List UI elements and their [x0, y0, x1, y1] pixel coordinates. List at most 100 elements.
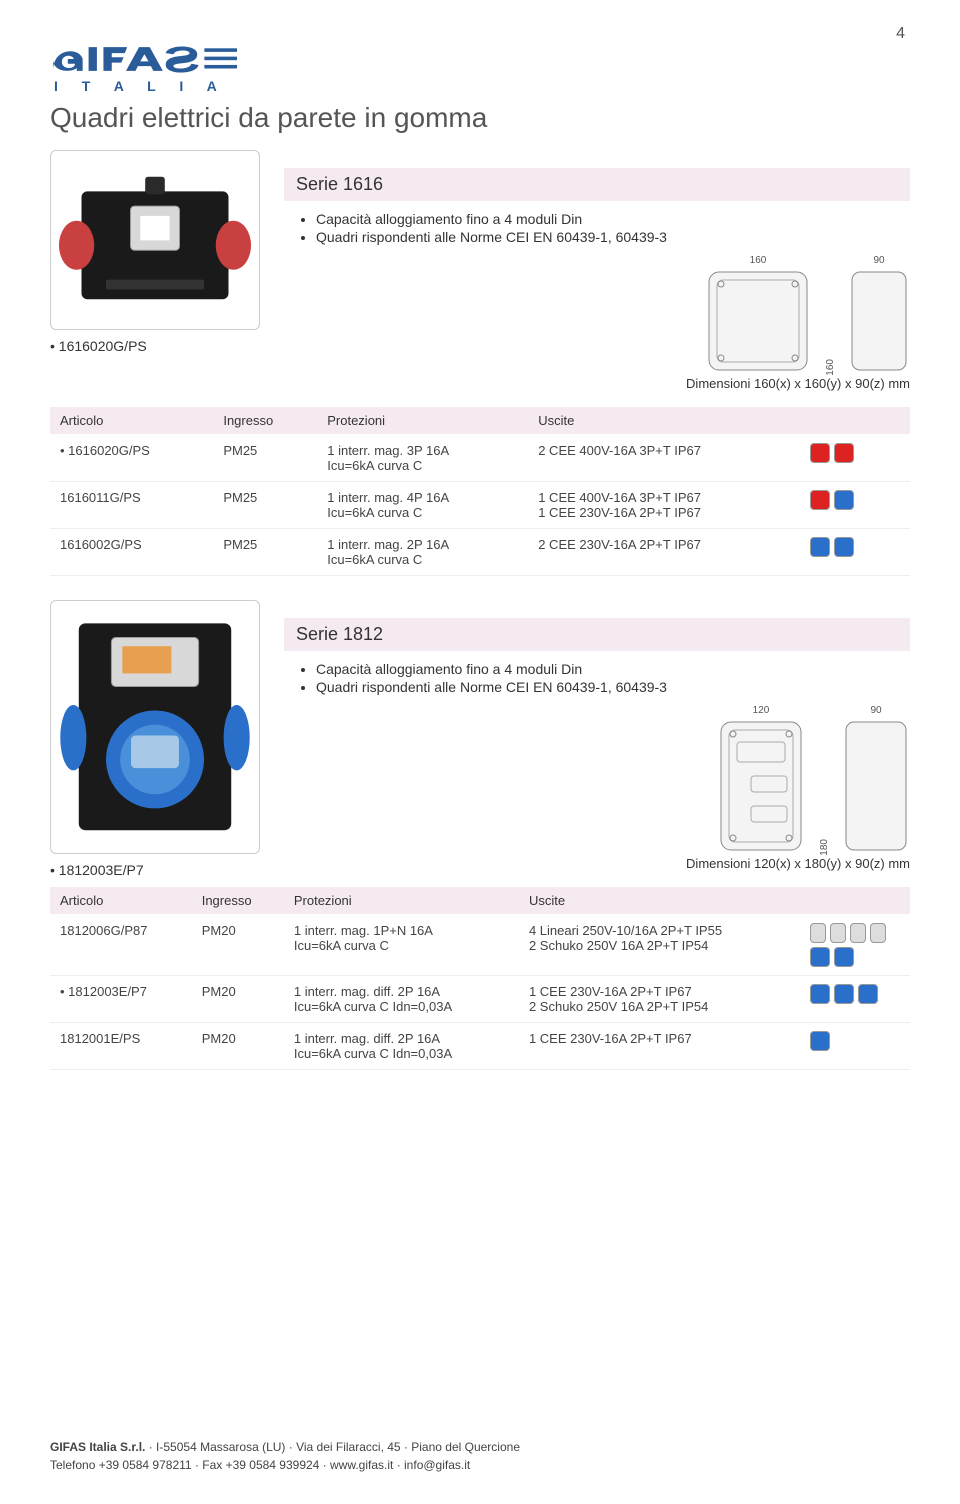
cell-ingresso: PM20: [192, 976, 284, 1023]
dim-label-h: 160: [825, 359, 836, 376]
section2-ref: • 1812003E/P7: [50, 862, 260, 878]
section2-diagrams: 120 180 90: [284, 705, 910, 856]
series-1616-header: Serie 1616: [284, 168, 910, 201]
product-image-1812: [50, 600, 260, 854]
cell-icons: [800, 529, 910, 576]
cell-protezioni: 1 interr. mag. 4P 16AIcu=6kA curva C: [317, 482, 528, 529]
cell-uscite: 4 Lineari 250V-10/16A 2P+T IP552 Schuko …: [519, 915, 800, 976]
th: Protezioni: [284, 887, 519, 915]
side-diagram-icon: [842, 716, 910, 856]
bullet: Capacità alloggiamento fino a 4 moduli D…: [316, 661, 910, 677]
product-image-1616: [50, 150, 260, 330]
cell-articolo: 1616002G/PS: [50, 529, 213, 576]
socket-icon: [834, 490, 854, 510]
cell-icons: [800, 482, 910, 529]
bullet: Capacità alloggiamento fino a 4 moduli D…: [316, 211, 910, 227]
cell-icons: [800, 435, 910, 482]
section1-ref: • 1616020G/PS: [50, 338, 260, 354]
section2-dims-caption: Dimensioni 120(x) x 180(y) x 90(z) mm: [284, 856, 910, 871]
cell-ingresso: PM20: [192, 1023, 284, 1070]
cell-articolo: 1812001E/PS: [50, 1023, 192, 1070]
section1-bullets: Capacità alloggiamento fino a 4 moduli D…: [316, 211, 910, 245]
logo-svg: [50, 40, 240, 78]
table-row: • 1616020G/PSPM251 interr. mag. 3P 16AIc…: [50, 435, 910, 482]
page-title: Quadri elettrici da parete in gomma: [50, 102, 910, 134]
dim-label: 90: [842, 705, 910, 716]
product-svg-1616: [57, 162, 253, 319]
th: Articolo: [50, 887, 192, 915]
section1-diagrams: 160 160 90: [284, 255, 910, 376]
th: Uscite: [528, 407, 910, 435]
socket-icon: [834, 537, 854, 557]
series-1812-header: Serie 1812: [284, 618, 910, 651]
socket-icon: [810, 984, 830, 1004]
cell-articolo: • 1812003E/P7: [50, 976, 192, 1023]
cell-ingresso: PM20: [192, 915, 284, 976]
section1-dims-caption: Dimensioni 160(x) x 160(y) x 90(z) mm: [284, 376, 910, 391]
cell-protezioni: 1 interr. mag. 1P+N 16AIcu=6kA curva C: [284, 915, 519, 976]
section2-top: • 1812003E/P7 Serie 1812 Capacità allogg…: [50, 600, 910, 879]
section1-top: • 1616020G/PS Serie 1616 Capacità allogg…: [50, 150, 910, 399]
cell-ingresso: PM25: [213, 482, 317, 529]
socket-icon: [810, 443, 830, 463]
footer-contact: Telefono +39 0584 978211 · Fax +39 0584 …: [50, 1458, 470, 1472]
socket-icon: [810, 947, 830, 967]
socket-icon: [830, 923, 846, 943]
cell-articolo: 1812006G/P87: [50, 915, 192, 976]
dim-label: 120: [715, 705, 807, 716]
cell-ingresso: PM25: [213, 435, 317, 482]
cell-uscite: 1 CEE 230V-16A 2P+T IP672 Schuko 250V 16…: [519, 976, 800, 1023]
page: 4 I T A L I A Quadri elettrici da parete…: [0, 0, 960, 1504]
table-1616: Articolo Ingresso Protezioni Uscite • 16…: [50, 407, 910, 576]
cell-protezioni: 1 interr. mag. 3P 16AIcu=6kA curva C: [317, 435, 528, 482]
th: Articolo: [50, 407, 213, 435]
table-row: 1616011G/PSPM251 interr. mag. 4P 16AIcu=…: [50, 482, 910, 529]
th: Uscite: [519, 887, 910, 915]
footer: GIFAS Italia S.r.l. · I-55054 Massarosa …: [50, 1438, 910, 1474]
socket-icon: [810, 490, 830, 510]
table-row: • 1812003E/P7PM201 interr. mag. diff. 2P…: [50, 976, 910, 1023]
cell-icons: [800, 915, 910, 976]
product-svg-1812: [57, 607, 253, 847]
th: Protezioni: [317, 407, 528, 435]
th: Ingresso: [192, 887, 284, 915]
cell-icons: [800, 1023, 910, 1070]
cell-uscite: 2 CEE 230V-16A 2P+T IP67: [528, 529, 800, 576]
socket-icon: [834, 984, 854, 1004]
socket-icon: [850, 923, 866, 943]
dim-label: 90: [848, 255, 910, 266]
socket-icon: [810, 923, 826, 943]
logo: I T A L I A: [50, 40, 910, 94]
footer-address: · I-55054 Massarosa (LU) · Via dei Filar…: [145, 1440, 520, 1454]
cell-articolo: • 1616020G/PS: [50, 435, 213, 482]
cell-uscite: 2 CEE 400V-16A 3P+T IP67: [528, 435, 800, 482]
front-diagram-icon: [703, 266, 813, 376]
table-1812: Articolo Ingresso Protezioni Uscite 1812…: [50, 887, 910, 1070]
front-diagram-icon: [715, 716, 807, 856]
socket-icon: [834, 443, 854, 463]
cell-protezioni: 1 interr. mag. 2P 16AIcu=6kA curva C: [317, 529, 528, 576]
section2-bullets: Capacità alloggiamento fino a 4 moduli D…: [316, 661, 910, 695]
footer-company: GIFAS Italia S.r.l.: [50, 1440, 145, 1454]
bullet: Quadri rispondenti alle Norme CEI EN 604…: [316, 229, 910, 245]
table-row: 1812006G/P87PM201 interr. mag. 1P+N 16AI…: [50, 915, 910, 976]
logo-main: [50, 40, 910, 78]
dim-label: 160: [703, 255, 813, 266]
th: Ingresso: [213, 407, 317, 435]
table-row: 1812001E/PSPM201 interr. mag. diff. 2P 1…: [50, 1023, 910, 1070]
table-row: 1616002G/PSPM251 interr. mag. 2P 16AIcu=…: [50, 529, 910, 576]
socket-icon: [810, 1031, 830, 1051]
cell-articolo: 1616011G/PS: [50, 482, 213, 529]
socket-icon: [870, 923, 886, 943]
socket-icon: [810, 537, 830, 557]
cell-protezioni: 1 interr. mag. diff. 2P 16AIcu=6kA curva…: [284, 1023, 519, 1070]
side-diagram-icon: [848, 266, 910, 376]
socket-icon: [858, 984, 878, 1004]
bullet: Quadri rispondenti alle Norme CEI EN 604…: [316, 679, 910, 695]
cell-icons: [800, 976, 910, 1023]
cell-protezioni: 1 interr. mag. diff. 2P 16AIcu=6kA curva…: [284, 976, 519, 1023]
logo-subtitle: I T A L I A: [54, 78, 910, 94]
cell-ingresso: PM25: [213, 529, 317, 576]
cell-uscite: 1 CEE 400V-16A 3P+T IP671 CEE 230V-16A 2…: [528, 482, 800, 529]
cell-uscite: 1 CEE 230V-16A 2P+T IP67: [519, 1023, 800, 1070]
